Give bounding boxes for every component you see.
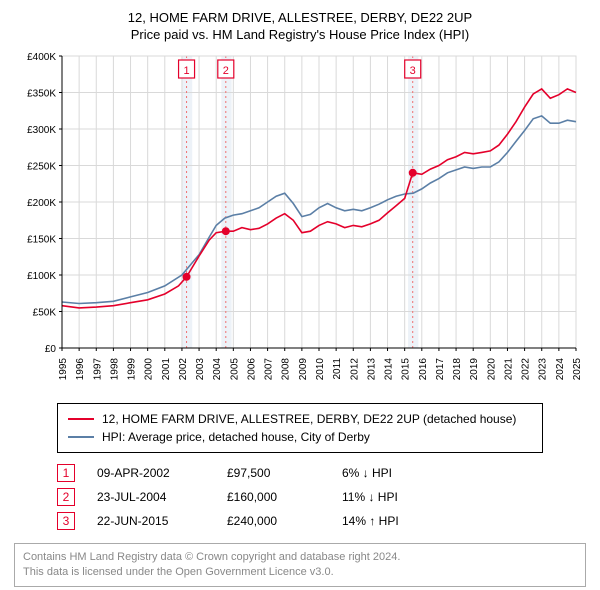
sale-marker-2: 2 xyxy=(57,488,75,506)
svg-text:1997: 1997 xyxy=(92,358,103,381)
svg-text:£250K: £250K xyxy=(27,162,56,173)
svg-text:2021: 2021 xyxy=(503,358,514,381)
sale-marker-3-num: 3 xyxy=(63,514,70,528)
legend-label-1: 12, HOME FARM DRIVE, ALLESTREE, DERBY, D… xyxy=(102,412,516,426)
svg-text:2015: 2015 xyxy=(401,358,412,381)
chart-svg: 1 2 3 £0 £50K £100K £150K £200K £250K £300K £350K £… xyxy=(14,48,586,393)
svg-text:2017: 2017 xyxy=(435,358,446,381)
svg-text:2008: 2008 xyxy=(281,358,292,381)
sale-date-1: 09-APR-2002 xyxy=(97,466,227,480)
svg-text:£350K: £350K xyxy=(27,89,56,100)
svg-text:2024: 2024 xyxy=(555,358,566,381)
svg-text:£50K: £50K xyxy=(33,308,57,319)
legend-swatch-2 xyxy=(68,436,94,438)
svg-text:1999: 1999 xyxy=(127,358,138,381)
svg-text:3: 3 xyxy=(410,65,416,77)
sale-marker-1: 1 xyxy=(57,464,75,482)
svg-text:£150K: £150K xyxy=(27,235,56,246)
footer-line-2: This data is licensed under the Open Gov… xyxy=(23,565,577,580)
chart-title-line1: 12, HOME FARM DRIVE, ALLESTREE, DERBY, D… xyxy=(14,10,586,25)
legend-label-2: HPI: Average price, detached house, City… xyxy=(102,430,370,444)
svg-text:2020: 2020 xyxy=(486,358,497,381)
svg-text:2016: 2016 xyxy=(418,358,429,381)
chart-area: 1 2 3 £0 £50K £100K £150K £200K £250K £300K £350K £… xyxy=(14,48,586,393)
svg-text:£200K: £200K xyxy=(27,198,56,209)
svg-text:2009: 2009 xyxy=(298,358,309,381)
legend-item-2: HPI: Average price, detached house, City… xyxy=(68,428,532,446)
sale-date-3: 22-JUN-2015 xyxy=(97,514,227,528)
svg-text:2019: 2019 xyxy=(469,358,480,381)
footer-line-1: Contains HM Land Registry data © Crown c… xyxy=(23,550,577,565)
svg-text:2005: 2005 xyxy=(229,358,240,381)
svg-text:2007: 2007 xyxy=(264,358,275,381)
svg-text:2000: 2000 xyxy=(144,358,155,381)
svg-text:1998: 1998 xyxy=(109,358,120,381)
svg-text:2003: 2003 xyxy=(195,358,206,381)
page-root: 12, HOME FARM DRIVE, ALLESTREE, DERBY, D… xyxy=(0,0,600,590)
sale-marker-2-num: 2 xyxy=(63,490,70,504)
sales-row-2: 2 23-JUL-2004 £160,000 11% ↓ HPI xyxy=(57,485,543,509)
svg-text:2012: 2012 xyxy=(349,358,360,381)
svg-text:£400K: £400K xyxy=(27,52,56,63)
sale-marker-3: 3 xyxy=(57,512,75,530)
sale-price-1: £97,500 xyxy=(227,466,342,480)
sales-row-3: 3 22-JUN-2015 £240,000 14% ↑ HPI xyxy=(57,509,543,533)
svg-text:2013: 2013 xyxy=(366,358,377,381)
legend-swatch-1 xyxy=(68,418,94,420)
sale-hpi-3: 14% ↑ HPI xyxy=(342,514,399,528)
footer-attribution: Contains HM Land Registry data © Crown c… xyxy=(14,543,586,587)
svg-text:1995: 1995 xyxy=(58,358,69,381)
sales-table: 1 09-APR-2002 £97,500 6% ↓ HPI 2 23-JUL-… xyxy=(57,461,543,533)
svg-text:1996: 1996 xyxy=(75,358,86,381)
svg-text:£0: £0 xyxy=(45,344,57,355)
sale-price-3: £240,000 xyxy=(227,514,342,528)
svg-text:2002: 2002 xyxy=(178,358,189,381)
svg-text:2011: 2011 xyxy=(332,358,343,380)
sale-date-2: 23-JUL-2004 xyxy=(97,490,227,504)
svg-text:£100K: £100K xyxy=(27,271,56,282)
svg-text:2025: 2025 xyxy=(572,358,583,381)
svg-text:2010: 2010 xyxy=(315,358,326,381)
sales-row-1: 1 09-APR-2002 £97,500 6% ↓ HPI xyxy=(57,461,543,485)
legend-box: 12, HOME FARM DRIVE, ALLESTREE, DERBY, D… xyxy=(57,403,543,453)
chart-title-line2: Price paid vs. HM Land Registry's House … xyxy=(14,27,586,42)
svg-text:£300K: £300K xyxy=(27,125,56,136)
svg-text:2006: 2006 xyxy=(246,358,257,381)
sale-hpi-2: 11% ↓ HPI xyxy=(342,490,398,504)
svg-text:2014: 2014 xyxy=(384,358,395,381)
svg-text:2018: 2018 xyxy=(452,358,463,381)
svg-text:2022: 2022 xyxy=(521,358,532,381)
legend-item-1: 12, HOME FARM DRIVE, ALLESTREE, DERBY, D… xyxy=(68,410,532,428)
svg-text:1: 1 xyxy=(183,65,189,77)
svg-text:2004: 2004 xyxy=(212,358,223,381)
sale-price-2: £160,000 xyxy=(227,490,342,504)
svg-text:2001: 2001 xyxy=(161,358,172,381)
sale-marker-1-num: 1 xyxy=(63,466,70,480)
svg-text:2: 2 xyxy=(223,65,229,77)
svg-text:2023: 2023 xyxy=(538,358,549,381)
sale-hpi-1: 6% ↓ HPI xyxy=(342,466,392,480)
